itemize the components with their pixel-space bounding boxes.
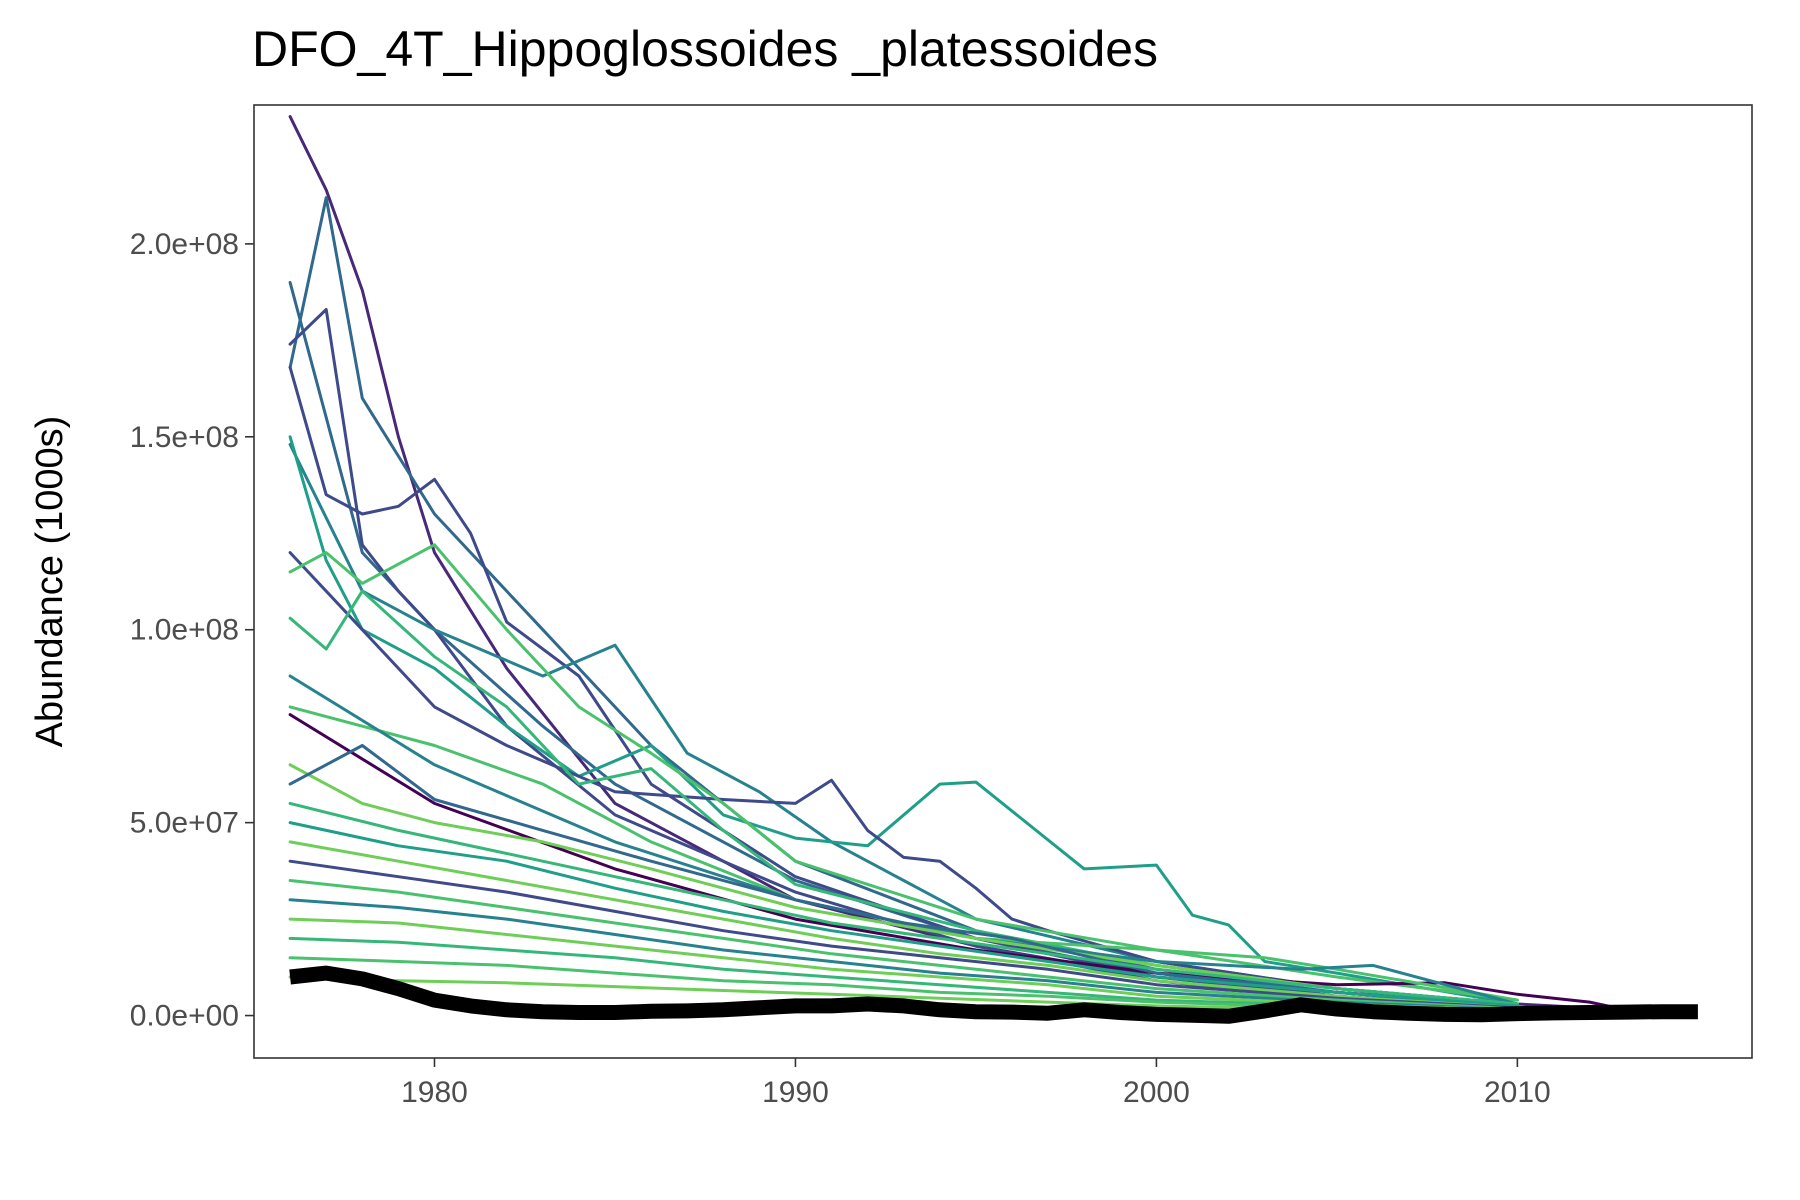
series-line-18 — [288, 840, 1519, 1010]
series-line-16 — [288, 801, 1519, 1006]
y-tick-label-0: 0.0e+00 — [130, 1000, 239, 1033]
mean-layer — [289, 965, 1698, 1024]
mean-line — [289, 965, 1698, 1024]
chart-title: DFO_4T_Hippoglossoides _platessoides — [252, 21, 1158, 77]
y-axis: 0.0e+00 5.0e+07 1.0e+08 1.5e+08 2.0e+08 — [130, 228, 254, 1033]
x-axis: 1980 1990 2000 2010 — [401, 1058, 1551, 1109]
series-line-22 — [288, 917, 1519, 1012]
series-line-21 — [288, 898, 1519, 1012]
panel-border — [253, 104, 1753, 1059]
series-line-25 — [288, 975, 1519, 1015]
x-tick-label-2000: 2000 — [1123, 1076, 1190, 1109]
x-tick-label-1980: 1980 — [401, 1076, 468, 1109]
x-tick-label-2010: 2010 — [1484, 1076, 1551, 1109]
series-line-8 — [288, 551, 1519, 1006]
y-axis-title: Abundance (1000s) — [29, 416, 71, 748]
series-line-24 — [288, 956, 1519, 1014]
plot-panel — [254, 105, 1752, 1058]
series-line-20 — [288, 879, 1519, 1011]
series-line-7 — [288, 435, 1519, 1006]
series-line-23 — [288, 936, 1519, 1014]
series-line-15 — [288, 744, 1519, 1010]
y-tick-label-1: 5.0e+07 — [130, 807, 239, 840]
x-tick-label-1990: 1990 — [762, 1076, 829, 1109]
series-line-14 — [288, 763, 1519, 1006]
y-tick-label-2: 1.0e+08 — [130, 614, 239, 647]
series-line-17 — [288, 821, 1519, 1008]
series-line-19 — [288, 859, 1519, 1010]
series-layer — [288, 115, 1628, 1015]
y-tick-label-4: 2.0e+08 — [130, 228, 239, 261]
y-tick-label-3: 1.5e+08 — [130, 421, 239, 454]
